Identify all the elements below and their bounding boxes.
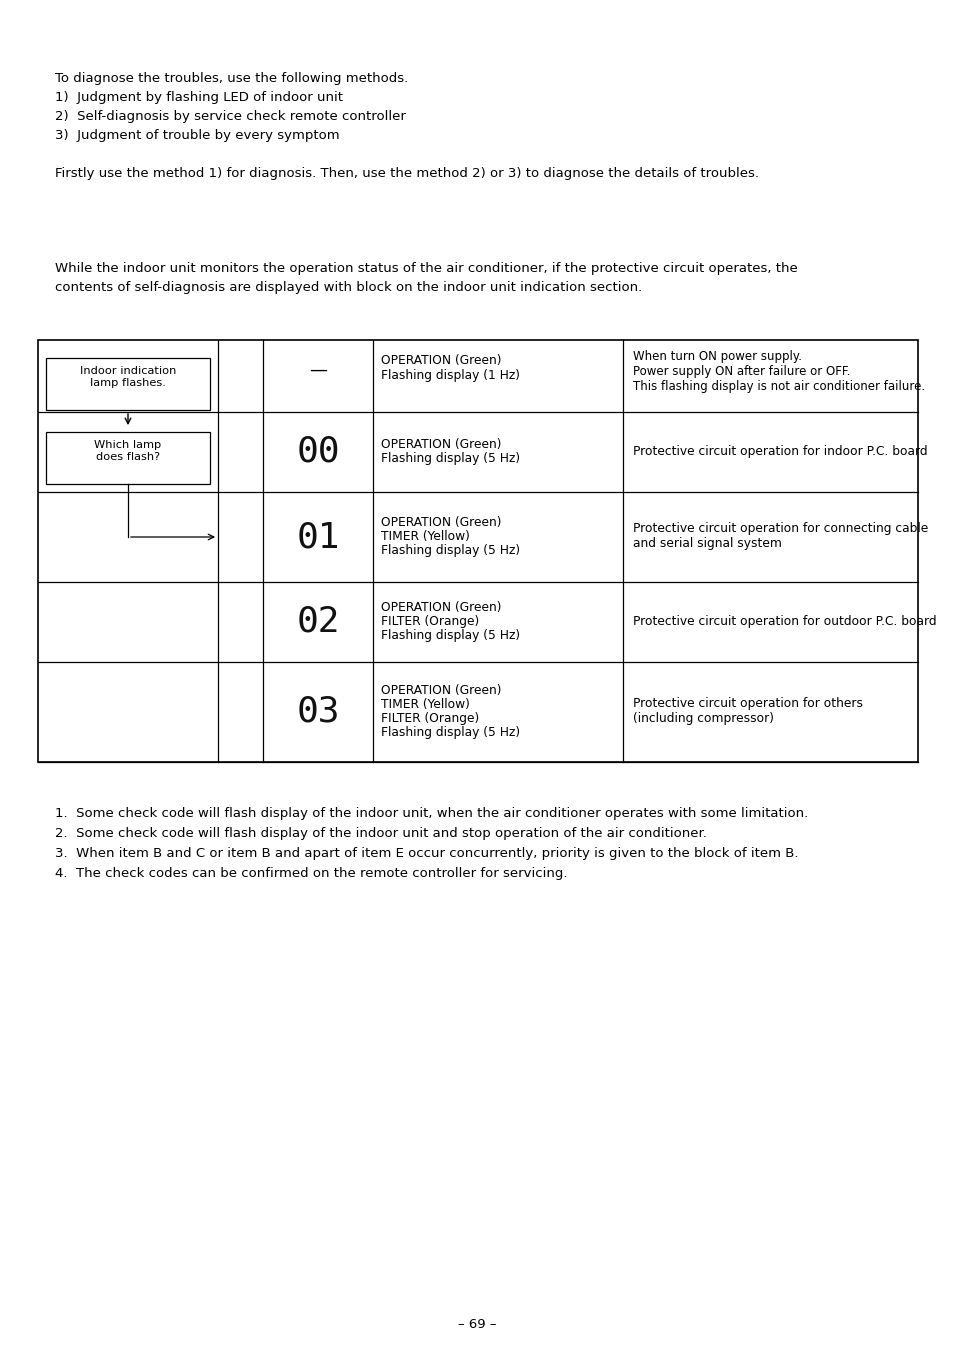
Bar bbox=[319, 434, 341, 470]
Text: Firstly use the method 1) for diagnosis. Then, use the method 2) or 3) to diagno: Firstly use the method 1) for diagnosis.… bbox=[55, 168, 759, 180]
Text: Protective circuit operation for connecting cable: Protective circuit operation for connect… bbox=[633, 521, 927, 535]
Text: – 69 –: – 69 – bbox=[457, 1319, 496, 1331]
Text: and serial signal system: and serial signal system bbox=[633, 536, 781, 550]
Text: Indoor indication
lamp flashes.: Indoor indication lamp flashes. bbox=[80, 366, 176, 388]
Text: Protective circuit operation for outdoor P.C. board: Protective circuit operation for outdoor… bbox=[633, 615, 936, 627]
Text: Flashing display (5 Hz): Flashing display (5 Hz) bbox=[380, 725, 519, 739]
Text: 1.  Some check code will flash display of the indoor unit, when the air conditio: 1. Some check code will flash display of… bbox=[55, 807, 807, 820]
Bar bbox=[294, 434, 315, 470]
Text: This flashing display is not air conditioner failure.: This flashing display is not air conditi… bbox=[633, 380, 924, 393]
Text: 3)  Judgment of trouble by every symptom: 3) Judgment of trouble by every symptom bbox=[55, 128, 339, 142]
Bar bbox=[294, 694, 315, 730]
Text: To diagnose the troubles, use the following methods.: To diagnose the troubles, use the follow… bbox=[55, 72, 408, 85]
Text: 4.  The check codes can be confirmed on the remote controller for servicing.: 4. The check codes can be confirmed on t… bbox=[55, 867, 567, 880]
Bar bbox=[294, 519, 315, 555]
Text: OPERATION (Green): OPERATION (Green) bbox=[380, 438, 501, 451]
Text: 03: 03 bbox=[296, 694, 339, 730]
Text: 01: 01 bbox=[296, 520, 339, 554]
Text: Protective circuit operation for indoor P.C. board: Protective circuit operation for indoor … bbox=[633, 444, 926, 458]
Text: 02: 02 bbox=[296, 605, 339, 639]
Text: contents of self-diagnosis are displayed with block on the indoor unit indicatio: contents of self-diagnosis are displayed… bbox=[55, 281, 641, 295]
Bar bbox=[38, 340, 917, 762]
Text: Flashing display (5 Hz): Flashing display (5 Hz) bbox=[380, 544, 519, 557]
Text: TIMER (Yellow): TIMER (Yellow) bbox=[380, 530, 470, 543]
Text: When turn ON power supply.: When turn ON power supply. bbox=[633, 350, 801, 363]
Text: OPERATION (Green): OPERATION (Green) bbox=[380, 354, 501, 367]
Bar bbox=[319, 604, 341, 640]
Text: (including compressor): (including compressor) bbox=[633, 712, 773, 725]
Bar bbox=[319, 519, 341, 555]
Text: 2.  Some check code will flash display of the indoor unit and stop operation of : 2. Some check code will flash display of… bbox=[55, 827, 706, 840]
Text: Flashing display (5 Hz): Flashing display (5 Hz) bbox=[380, 453, 519, 465]
Text: OPERATION (Green): OPERATION (Green) bbox=[380, 601, 501, 613]
Text: Protective circuit operation for others: Protective circuit operation for others bbox=[633, 697, 862, 711]
Text: While the indoor unit monitors the operation status of the air conditioner, if t: While the indoor unit monitors the opera… bbox=[55, 262, 797, 276]
Text: TIMER (Yellow): TIMER (Yellow) bbox=[380, 698, 470, 711]
Text: 2)  Self-diagnosis by service check remote controller: 2) Self-diagnosis by service check remot… bbox=[55, 109, 405, 123]
Bar bbox=[46, 358, 210, 409]
Text: 1)  Judgment by flashing LED of indoor unit: 1) Judgment by flashing LED of indoor un… bbox=[55, 91, 343, 104]
Text: Flashing display (5 Hz): Flashing display (5 Hz) bbox=[380, 630, 519, 642]
Text: FILTER (Orange): FILTER (Orange) bbox=[380, 712, 478, 725]
Text: 3.  When item B and C or item B and apart of item E occur concurrently, priority: 3. When item B and C or item B and apart… bbox=[55, 847, 798, 861]
Text: —: — bbox=[309, 361, 327, 380]
Text: OPERATION (Green): OPERATION (Green) bbox=[380, 684, 501, 697]
Text: OPERATION (Green): OPERATION (Green) bbox=[380, 516, 501, 530]
Text: Which lamp
does flash?: Which lamp does flash? bbox=[94, 440, 161, 462]
Text: 00: 00 bbox=[296, 435, 339, 469]
Text: Flashing display (1 Hz): Flashing display (1 Hz) bbox=[380, 369, 519, 382]
Bar bbox=[46, 432, 210, 484]
Bar bbox=[319, 694, 341, 730]
Text: Power supply ON after failure or OFF.: Power supply ON after failure or OFF. bbox=[633, 365, 849, 378]
Text: FILTER (Orange): FILTER (Orange) bbox=[380, 615, 478, 628]
Bar bbox=[294, 604, 315, 640]
